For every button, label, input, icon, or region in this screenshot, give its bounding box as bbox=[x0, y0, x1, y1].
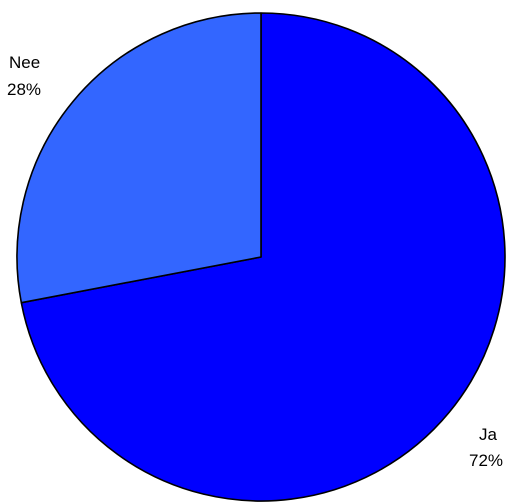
slice-label-ja-name: Ja bbox=[479, 425, 498, 444]
pie-slice-nee bbox=[17, 13, 261, 303]
pie-slices bbox=[17, 13, 505, 501]
slice-label-nee-percent: 28% bbox=[7, 80, 41, 99]
slice-label-ja-percent: 72% bbox=[469, 451, 503, 470]
slice-label-nee-name: Nee bbox=[9, 53, 40, 72]
